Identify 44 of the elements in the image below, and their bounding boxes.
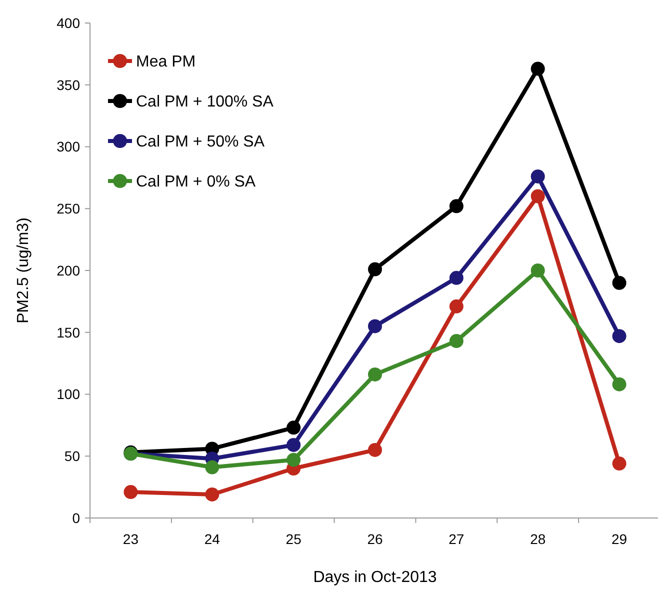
legend-label: Cal PM + 0% SA bbox=[136, 174, 256, 191]
y-tick-label: 150 bbox=[56, 324, 80, 340]
point bbox=[368, 367, 382, 382]
legend-label: Cal PM + 100% SA bbox=[136, 94, 274, 111]
y-tick-label: 250 bbox=[56, 200, 80, 217]
y-tick-label: 350 bbox=[56, 76, 80, 93]
point bbox=[612, 276, 626, 290]
x-tick-label: 24 bbox=[204, 531, 220, 547]
y-tick-label: 0 bbox=[72, 510, 80, 526]
x-axis-title: Days in Oct-2013 bbox=[313, 569, 437, 586]
point bbox=[286, 452, 301, 467]
point bbox=[612, 456, 626, 471]
legend-label: Mea PM bbox=[136, 54, 196, 71]
y-tick-label: 100 bbox=[56, 386, 80, 402]
x-tick-label: 26 bbox=[367, 531, 383, 547]
point bbox=[286, 420, 301, 435]
point bbox=[124, 485, 138, 500]
y-axis-title: PM2.5 (ug/m3) bbox=[15, 218, 32, 324]
x-tick-label: 29 bbox=[611, 531, 628, 547]
point bbox=[530, 169, 545, 184]
point bbox=[530, 264, 545, 278]
y-tick-label: 200 bbox=[56, 262, 80, 278]
point bbox=[612, 377, 626, 392]
point bbox=[530, 62, 545, 76]
x-tick-label: 23 bbox=[122, 531, 139, 547]
point bbox=[368, 319, 382, 334]
point bbox=[449, 199, 464, 214]
legend-label: Cal PM + 50% SA bbox=[136, 134, 265, 151]
point bbox=[449, 270, 464, 285]
x-tick-label: 27 bbox=[448, 531, 464, 547]
x-tick-label: 25 bbox=[286, 531, 302, 547]
point bbox=[612, 329, 626, 344]
point bbox=[205, 487, 220, 502]
point bbox=[449, 299, 464, 314]
y-tick-label: 300 bbox=[56, 138, 80, 155]
point bbox=[368, 262, 382, 276]
point bbox=[286, 438, 301, 452]
point bbox=[449, 334, 464, 348]
point bbox=[530, 189, 545, 204]
y-tick-label: 50 bbox=[64, 448, 80, 464]
y-tick-label: 400 bbox=[56, 14, 80, 31]
point bbox=[205, 460, 220, 474]
x-tick-label: 28 bbox=[530, 531, 546, 547]
point bbox=[368, 442, 382, 457]
